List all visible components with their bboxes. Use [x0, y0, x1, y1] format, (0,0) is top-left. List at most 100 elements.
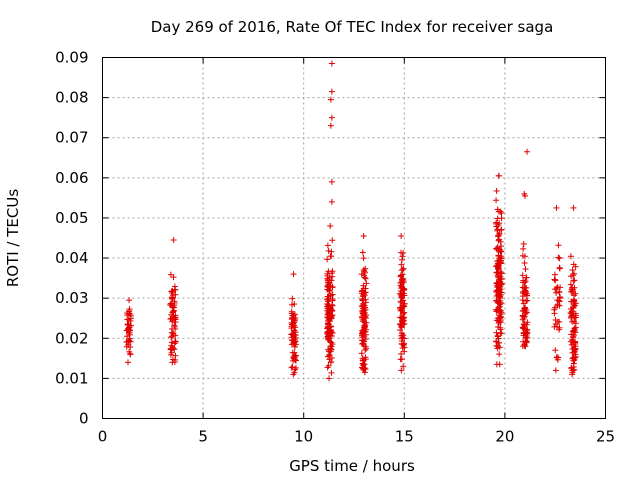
- data-point: [329, 237, 336, 244]
- y-tick-label: 0.06: [55, 169, 88, 187]
- data-point: [126, 337, 133, 344]
- data-point: [571, 284, 578, 291]
- data-point: [495, 324, 502, 331]
- data-point: [522, 266, 529, 273]
- plot-frame: [102, 57, 606, 419]
- data-point: [553, 204, 560, 211]
- data-point: [291, 356, 298, 363]
- data-point: [125, 359, 132, 366]
- data-point: [288, 310, 295, 317]
- data-point: [556, 289, 563, 296]
- data-point: [291, 301, 298, 308]
- data-point: [523, 339, 530, 346]
- data-point: [327, 326, 334, 333]
- data-point: [169, 295, 176, 302]
- data-point: [553, 354, 560, 361]
- data-point: [494, 227, 501, 234]
- data-point: [328, 315, 335, 322]
- data-point: [324, 256, 331, 263]
- data-point: [328, 60, 335, 67]
- data-point: [127, 350, 134, 357]
- data-point: [329, 341, 336, 348]
- data-point: [358, 313, 365, 320]
- data-point: [571, 277, 578, 284]
- data-point: [571, 318, 578, 325]
- data-point: [497, 208, 504, 215]
- data-point: [127, 315, 134, 322]
- data-point: [571, 346, 578, 353]
- data-point: [362, 343, 369, 350]
- data-point: [496, 292, 503, 299]
- data-point: [289, 364, 296, 371]
- data-point: [326, 318, 333, 325]
- data-point: [556, 295, 563, 302]
- data-point: [572, 338, 579, 345]
- data-point: [360, 285, 367, 292]
- data-point: [169, 356, 176, 363]
- data-point: [498, 226, 505, 233]
- data-point: [288, 341, 295, 348]
- data-point: [494, 246, 501, 253]
- data-point: [556, 265, 563, 272]
- data-point: [327, 222, 334, 229]
- data-point: [554, 302, 561, 309]
- data-point: [361, 325, 368, 332]
- data-point: [360, 232, 367, 239]
- data-point: [398, 307, 405, 314]
- data-point: [494, 307, 501, 314]
- data-point: [496, 351, 503, 358]
- data-point: [328, 270, 335, 277]
- y-tick-label: 0: [79, 410, 89, 428]
- data-point: [362, 346, 369, 353]
- data-point: [288, 325, 295, 332]
- data-point: [495, 339, 502, 346]
- data-point: [328, 198, 335, 205]
- y-tick-label: 0.05: [55, 209, 88, 227]
- data-point: [552, 277, 559, 284]
- data-point: [324, 242, 331, 249]
- data-point: [495, 252, 502, 259]
- data-point: [360, 255, 367, 262]
- data-point: [494, 282, 501, 289]
- data-point: [400, 265, 407, 272]
- data-point: [498, 243, 505, 250]
- data-point: [520, 288, 527, 295]
- data-point: [555, 254, 562, 261]
- data-point: [169, 333, 176, 340]
- data-point: [359, 355, 366, 362]
- data-point: [360, 340, 367, 347]
- data-point: [360, 293, 367, 300]
- data-point: [498, 210, 505, 217]
- data-point: [169, 313, 176, 320]
- data-point: [399, 334, 406, 341]
- data-point: [520, 240, 527, 247]
- data-point: [325, 247, 332, 254]
- data-point: [324, 353, 331, 360]
- data-point: [554, 284, 561, 291]
- data-point: [401, 292, 408, 299]
- data-point: [359, 334, 366, 341]
- data-point: [552, 347, 559, 354]
- data-point: [493, 361, 500, 368]
- data-point: [494, 260, 501, 267]
- data-point: [397, 327, 404, 334]
- data-point: [570, 367, 577, 374]
- data-point: [290, 271, 297, 278]
- data-point: [551, 276, 558, 283]
- data-point: [570, 261, 577, 268]
- data-point: [524, 334, 531, 341]
- data-point: [400, 277, 407, 284]
- data-point: [168, 339, 175, 346]
- data-point: [397, 356, 404, 363]
- data-point: [362, 269, 369, 276]
- data-point: [519, 272, 526, 279]
- data-point: [493, 245, 500, 252]
- data-point: [523, 309, 530, 316]
- data-point: [552, 367, 559, 374]
- data-point: [523, 292, 530, 299]
- data-point: [327, 283, 334, 290]
- data-point: [126, 297, 133, 304]
- data-point: [495, 172, 502, 179]
- x-tick-label: 20: [495, 428, 514, 446]
- data-point: [123, 343, 130, 350]
